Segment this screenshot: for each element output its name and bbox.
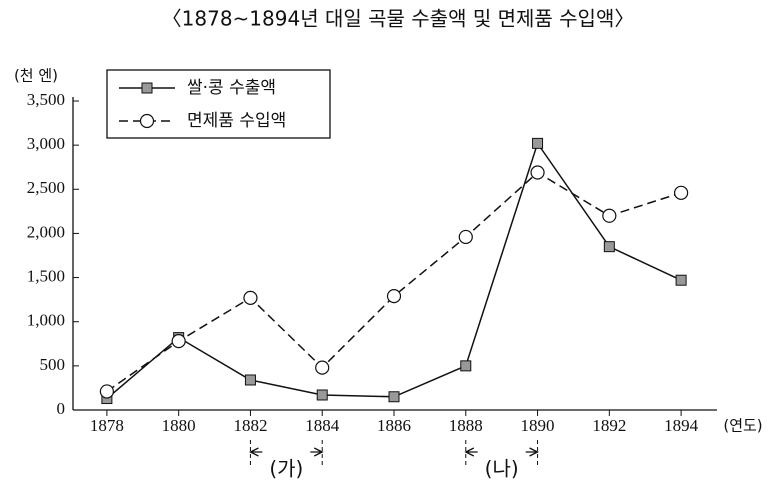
data-point bbox=[603, 241, 615, 253]
data-point bbox=[244, 374, 256, 386]
legend-marker bbox=[141, 82, 153, 94]
data-point bbox=[316, 389, 328, 401]
data-point bbox=[460, 360, 472, 372]
annotation-label: (가) bbox=[269, 457, 303, 481]
data-point bbox=[532, 137, 544, 149]
y-tick-label: 1,500 bbox=[27, 266, 65, 285]
data-point bbox=[99, 384, 114, 399]
y-tick-label: 2,500 bbox=[27, 178, 65, 197]
data-point bbox=[243, 290, 258, 305]
data-point bbox=[674, 185, 689, 200]
y-tick-label: 0 bbox=[57, 399, 66, 418]
x-tick-label: 1892 bbox=[592, 416, 626, 435]
annotation-label: (나) bbox=[485, 457, 519, 481]
legend-marker bbox=[139, 113, 155, 129]
legend-label: 면제품 수입액 bbox=[187, 111, 286, 131]
y-tick-label: 1,000 bbox=[27, 311, 65, 330]
legend-label: 쌀·콩 수출액 bbox=[187, 78, 276, 98]
series-line bbox=[106, 141, 682, 400]
data-point bbox=[171, 334, 186, 349]
chart-title: 〈1878~1894년 대일 곡물 수출액 및 면제품 수입액〉 bbox=[162, 7, 635, 31]
data-point bbox=[602, 208, 617, 223]
annotation-bg bbox=[477, 446, 526, 476]
x-tick-label: 1894 bbox=[664, 416, 699, 435]
y-tick-label: 3,500 bbox=[27, 90, 65, 109]
y-tick-label: 2,000 bbox=[27, 222, 65, 241]
y-axis-label: (천 엔) bbox=[14, 67, 58, 85]
x-axis-label: (연도) bbox=[723, 417, 762, 435]
x-tick-label: 1878 bbox=[90, 416, 124, 435]
data-point bbox=[458, 229, 473, 245]
x-tick-label: 1888 bbox=[449, 416, 483, 435]
y-tick-label: 3,000 bbox=[27, 134, 65, 153]
x-tick-label: 1882 bbox=[233, 416, 267, 435]
series-line bbox=[106, 171, 682, 393]
data-point bbox=[315, 360, 330, 375]
data-point bbox=[675, 274, 687, 286]
x-tick-label: 1890 bbox=[521, 416, 555, 435]
data-point bbox=[386, 289, 402, 304]
x-tick-label: 1884 bbox=[305, 416, 340, 435]
annotation-bg bbox=[262, 446, 311, 476]
y-tick-label: 500 bbox=[40, 355, 66, 374]
x-tick-label: 1886 bbox=[377, 416, 411, 435]
x-tick-label: 1880 bbox=[162, 416, 196, 435]
data-point bbox=[530, 165, 545, 180]
data-point bbox=[388, 391, 400, 403]
